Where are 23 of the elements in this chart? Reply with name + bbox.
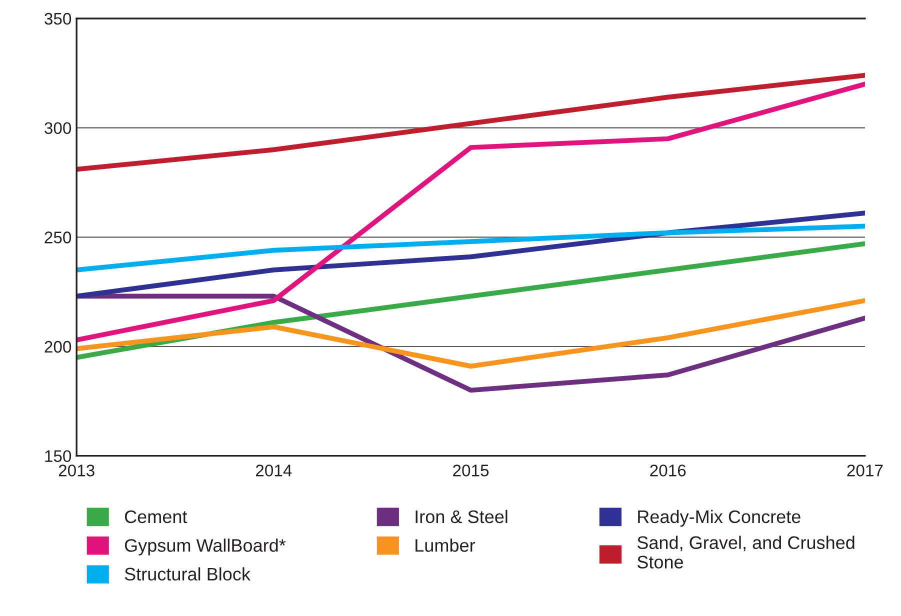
legend-label: Ready-Mix Concrete <box>638 510 800 527</box>
line-series <box>76 210 865 299</box>
x-tick-label: 2015 <box>453 464 489 476</box>
y-tick-label: 250 <box>44 232 72 244</box>
x-tick-label: 2014 <box>256 464 292 476</box>
legend-label: Sand, Gravel, and Crushed Stone <box>637 536 854 568</box>
line-series <box>76 294 865 393</box>
legend-label: Structural Block <box>124 567 250 581</box>
line-series <box>76 72 865 172</box>
legend-label: Gypsum WallBoard* <box>124 538 286 556</box>
x-tick-label: 2016 <box>650 464 686 476</box>
x-tick-label: 2013 <box>58 464 94 476</box>
line-series <box>76 224 865 272</box>
x-tick-label: 2017 <box>847 464 883 476</box>
y-tick-label: 200 <box>44 340 72 353</box>
line-series <box>76 298 865 369</box>
y-tick-label: 350 <box>44 12 72 25</box>
legend-label: Lumber <box>416 538 476 552</box>
legend-label: Iron & Steel <box>416 510 508 524</box>
legend-label: Cement <box>124 510 188 524</box>
y-tick-label: 150 <box>45 450 72 462</box>
line-series <box>76 82 865 342</box>
y-tick-label: 300 <box>44 122 72 134</box>
